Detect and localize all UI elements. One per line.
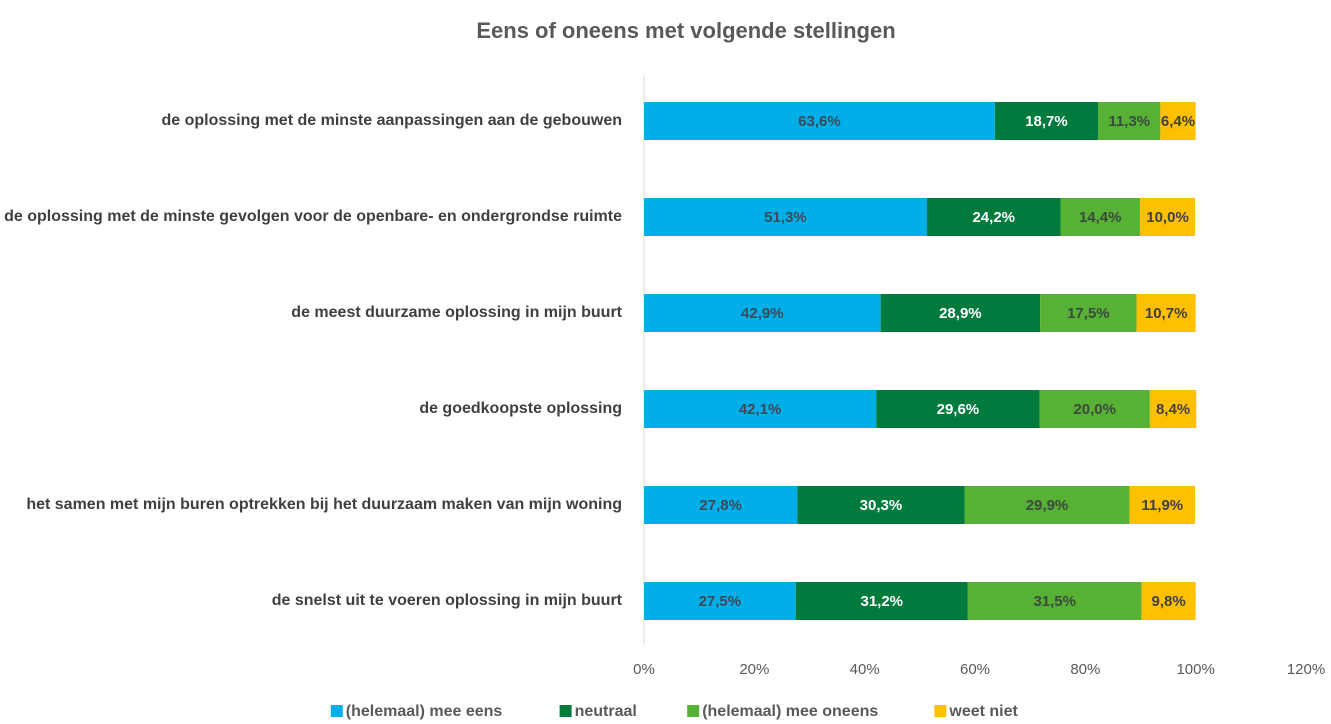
bar-segment xyxy=(1060,198,1140,236)
value-label: 14,4% xyxy=(1079,209,1122,226)
value-label: 63,6% xyxy=(798,113,841,130)
value-label: 11,9% xyxy=(1141,497,1183,514)
bar-segment xyxy=(880,294,1041,332)
legend-label: weet niet xyxy=(948,703,1018,720)
value-label: 28,9% xyxy=(939,305,982,322)
bar-segment xyxy=(644,582,796,620)
bar-segment xyxy=(644,102,995,140)
legend-label: (helemaal) mee eens xyxy=(346,703,503,720)
value-label: 18,7% xyxy=(1025,113,1068,130)
value-label: 27,5% xyxy=(699,593,742,610)
bar-segment xyxy=(1098,102,1161,140)
bar-segment xyxy=(1139,198,1196,236)
value-label: 10,7% xyxy=(1145,305,1188,322)
category-label: het samen met mijn buren optrekken bij h… xyxy=(26,496,622,513)
bar-segment xyxy=(876,390,1040,428)
legend-label: (helemaal) mee oneens xyxy=(702,703,878,720)
value-label: 42,1% xyxy=(739,401,782,418)
value-label: 20,0% xyxy=(1073,401,1116,418)
x-tick-label: 0% xyxy=(633,661,655,678)
category-label: de meest duurzame oplossing in mijn buur… xyxy=(291,304,622,321)
bar-segment xyxy=(1136,294,1196,332)
category-label: de oplossing met de minste aanpassingen … xyxy=(161,112,622,129)
bar-segment xyxy=(795,582,968,620)
value-label: 27,8% xyxy=(699,497,742,514)
bar-segment xyxy=(644,486,798,524)
legend-swatch xyxy=(934,705,947,717)
bar-segment xyxy=(1040,294,1137,332)
bar-segment xyxy=(1039,390,1150,428)
bar-segment xyxy=(644,390,877,428)
value-label: 24,2% xyxy=(972,209,1015,226)
value-label: 10,0% xyxy=(1146,209,1189,226)
x-tick-label: 20% xyxy=(739,661,769,678)
value-label: 51,3% xyxy=(764,209,807,226)
value-label: 6,4% xyxy=(1161,113,1195,130)
category-label: de oplossing met de minste gevolgen voor… xyxy=(4,208,622,225)
value-label: 29,9% xyxy=(1026,497,1069,514)
bar-segment xyxy=(994,102,1099,140)
bar-segment xyxy=(1129,486,1196,524)
bar-segment xyxy=(1149,390,1197,428)
chart-title: Eens of oneens met volgende stellingen xyxy=(476,18,895,43)
value-label: 31,2% xyxy=(860,593,903,610)
legend-swatch xyxy=(330,705,343,717)
value-label: 29,6% xyxy=(937,401,980,418)
bar-segment xyxy=(964,486,1130,524)
value-label: 42,9% xyxy=(741,305,784,322)
legend-swatch xyxy=(687,705,700,717)
x-tick-label: 120% xyxy=(1287,661,1325,678)
bar-segment xyxy=(644,198,928,236)
bar-segment xyxy=(1160,102,1196,140)
category-label: de goedkoopste oplossing xyxy=(419,400,622,417)
category-label: de snelst uit te voeren oplossing in mij… xyxy=(271,592,622,609)
bar-segment xyxy=(927,198,1061,236)
value-label: 30,3% xyxy=(860,497,903,514)
legend-swatch xyxy=(559,705,572,717)
value-label: 8,4% xyxy=(1156,401,1190,418)
x-tick-label: 100% xyxy=(1176,661,1214,678)
legend-label: neutraal xyxy=(575,703,637,720)
bar-segment xyxy=(1141,582,1196,620)
x-tick-label: 40% xyxy=(850,661,880,678)
x-tick-label: 60% xyxy=(960,661,990,678)
value-label: 31,5% xyxy=(1033,593,1076,610)
bar-segment xyxy=(967,582,1142,620)
bar-segment xyxy=(797,486,965,524)
value-label: 9,8% xyxy=(1152,593,1186,610)
x-tick-label: 80% xyxy=(1070,661,1100,678)
value-label: 11,3% xyxy=(1108,113,1150,130)
value-label: 17,5% xyxy=(1067,305,1110,322)
bar-segment xyxy=(644,294,881,332)
